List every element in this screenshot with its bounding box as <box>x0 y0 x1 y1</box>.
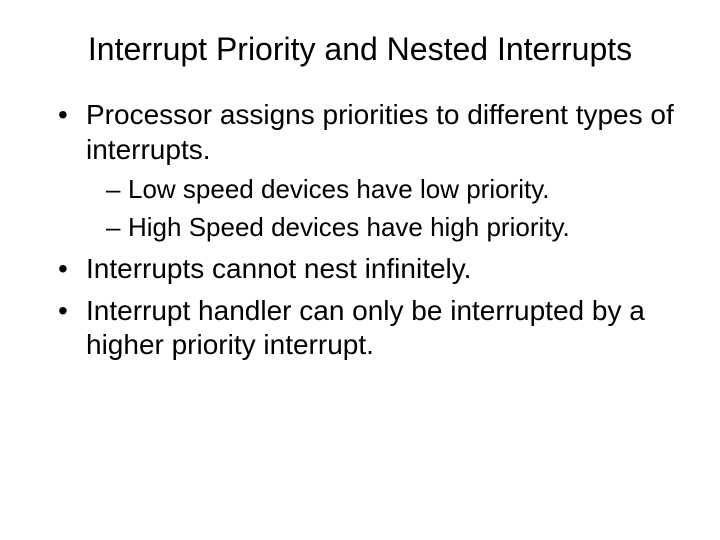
sub-bullet-item: High Speed devices have high priority. <box>106 211 680 244</box>
bullet-item: Interrupts cannot nest infinitely. <box>58 252 680 286</box>
sub-bullet-text: High Speed devices have high priority. <box>128 212 570 242</box>
bullet-text: Interrupt handler can only be interrupte… <box>86 295 645 360</box>
slide-title: Interrupt Priority and Nested Interrupts <box>40 30 680 68</box>
slide: Interrupt Priority and Nested Interrupts… <box>0 0 720 540</box>
bullet-item: Processor assigns priorities to differen… <box>58 98 680 243</box>
sub-bullet-item: Low speed devices have low priority. <box>106 173 680 206</box>
bullet-text: Interrupts cannot nest infinitely. <box>86 253 471 284</box>
bullet-text: Processor assigns priorities to differen… <box>86 99 674 164</box>
sub-bullet-list: Low speed devices have low priority. Hig… <box>86 173 680 244</box>
bullet-list: Processor assigns priorities to differen… <box>40 98 680 362</box>
sub-bullet-text: Low speed devices have low priority. <box>128 174 550 204</box>
bullet-item: Interrupt handler can only be interrupte… <box>58 294 680 362</box>
